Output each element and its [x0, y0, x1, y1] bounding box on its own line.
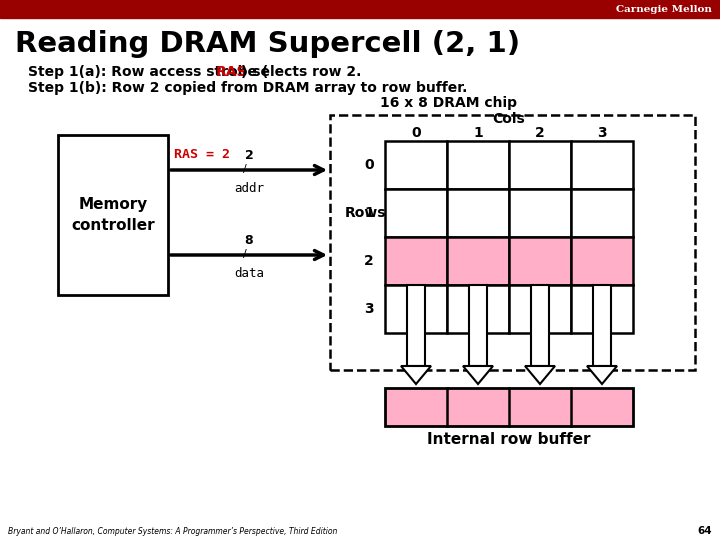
Text: 2: 2: [245, 149, 253, 162]
Bar: [531, 285, 549, 366]
Bar: [469, 285, 487, 366]
Bar: [58, 135, 168, 295]
Bar: [385, 237, 447, 285]
Bar: [593, 285, 611, 366]
Bar: [447, 285, 509, 333]
Text: 3: 3: [364, 302, 374, 316]
Text: Carnegie Mellon: Carnegie Mellon: [616, 4, 712, 14]
Polygon shape: [463, 366, 493, 384]
Text: 0: 0: [411, 126, 420, 140]
Text: Cols: Cols: [492, 112, 526, 126]
Bar: [571, 189, 633, 237]
Text: Bryant and O’Hallaron, Computer Systems: A Programmer’s Perspective, Third Editi: Bryant and O’Hallaron, Computer Systems:…: [8, 527, 338, 536]
Bar: [385, 141, 447, 189]
Bar: [0, 0, 720, 18]
Text: 1: 1: [364, 206, 374, 220]
Text: 16 x 8 DRAM chip: 16 x 8 DRAM chip: [380, 96, 517, 110]
Text: 8: 8: [245, 234, 253, 247]
Polygon shape: [401, 366, 431, 384]
Text: data: data: [234, 267, 264, 280]
Text: addr: addr: [234, 182, 264, 195]
Text: controller: controller: [71, 218, 155, 233]
Text: Memory: Memory: [78, 198, 148, 213]
Text: 2: 2: [364, 254, 374, 268]
Text: Internal row buffer: Internal row buffer: [427, 433, 590, 448]
Bar: [330, 115, 695, 370]
Bar: [385, 189, 447, 237]
Text: Reading DRAM Supercell (2, 1): Reading DRAM Supercell (2, 1): [15, 30, 520, 58]
Text: Step 1(b): Row 2 copied from DRAM array to row buffer.: Step 1(b): Row 2 copied from DRAM array …: [28, 81, 467, 95]
Bar: [571, 285, 633, 333]
Bar: [447, 141, 509, 189]
Text: 2: 2: [535, 126, 545, 140]
Text: Rows: Rows: [345, 206, 387, 220]
Text: RAS: RAS: [216, 65, 248, 79]
Text: Step 1(a): Row access strobe (: Step 1(a): Row access strobe (: [28, 65, 269, 79]
Text: ) selects row 2.: ) selects row 2.: [241, 65, 361, 79]
Bar: [509, 189, 571, 237]
Bar: [385, 285, 447, 333]
Polygon shape: [587, 366, 617, 384]
Polygon shape: [525, 366, 555, 384]
Bar: [509, 237, 571, 285]
Text: RAS = 2: RAS = 2: [174, 148, 230, 161]
Text: 0: 0: [364, 158, 374, 172]
Bar: [447, 189, 509, 237]
Bar: [407, 285, 425, 366]
Text: 3: 3: [597, 126, 607, 140]
Bar: [571, 141, 633, 189]
Text: /: /: [243, 249, 247, 259]
Text: 64: 64: [698, 526, 712, 536]
Bar: [447, 237, 509, 285]
Bar: [509, 141, 571, 189]
Bar: [385, 388, 633, 426]
Bar: [509, 285, 571, 333]
Text: /: /: [243, 164, 247, 174]
Text: 1: 1: [473, 126, 483, 140]
Bar: [571, 237, 633, 285]
